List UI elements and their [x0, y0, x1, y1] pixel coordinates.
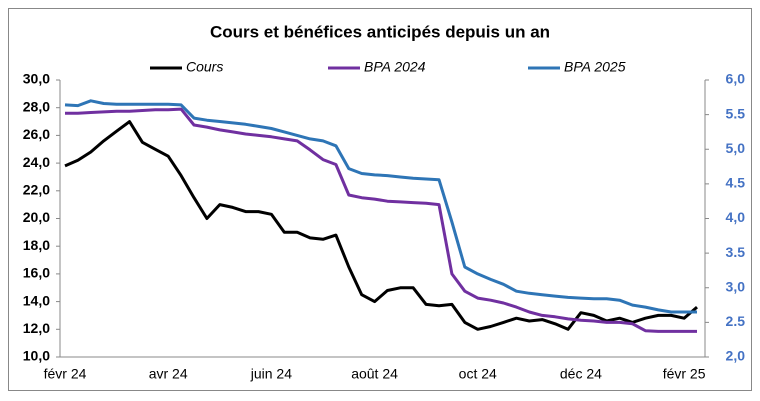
chart-title: Cours et bénéfices anticipés depuis un a…	[210, 22, 550, 41]
y-tick-label: 12,0	[23, 320, 50, 336]
y-tick-label: 14,0	[23, 292, 50, 308]
x-tick-label: févr 24	[44, 366, 87, 382]
series-line	[64, 120, 698, 331]
y-tick-label: 24,0	[23, 154, 50, 170]
x-tick-label: août 24	[351, 366, 398, 382]
x-tick-label: oct 24	[459, 366, 497, 382]
legend-label: Cours	[186, 59, 223, 75]
y-tick-label: 28,0	[23, 98, 50, 114]
y-tick-label: 30,0	[23, 71, 50, 87]
y-tick-label: 20,0	[23, 209, 50, 225]
y2-tick-label: 4.5	[726, 175, 746, 191]
x-tick-label: févr 25	[663, 366, 706, 382]
y-tick-label: 16,0	[23, 265, 50, 281]
x-tick-label: juin 24	[250, 366, 292, 382]
y-tick-label: 18,0	[23, 237, 50, 253]
x-tick-label: avr 24	[149, 366, 188, 382]
y2-tick-label: 3,0	[726, 278, 746, 294]
y2-tick-label: 6,0	[726, 71, 746, 87]
x-tick-label: déc 24	[560, 366, 602, 382]
y2-tick-label: 5,0	[726, 140, 746, 156]
y-tick-label: 26,0	[23, 126, 50, 142]
legend-label: BPA 2025	[564, 59, 626, 75]
series-line	[64, 99, 697, 314]
y-tick-label: 10,0	[23, 348, 50, 364]
y2-tick-label: 4,0	[726, 209, 746, 225]
y2-tick-label: 2.5	[726, 313, 746, 329]
y-tick-label: 22,0	[23, 182, 50, 198]
series-line	[65, 107, 697, 333]
legend-label: BPA 2024	[364, 59, 426, 75]
y2-tick-label: 5.5	[726, 105, 746, 121]
y2-tick-label: 3.5	[726, 244, 746, 260]
y2-tick-label: 2,0	[726, 348, 746, 364]
